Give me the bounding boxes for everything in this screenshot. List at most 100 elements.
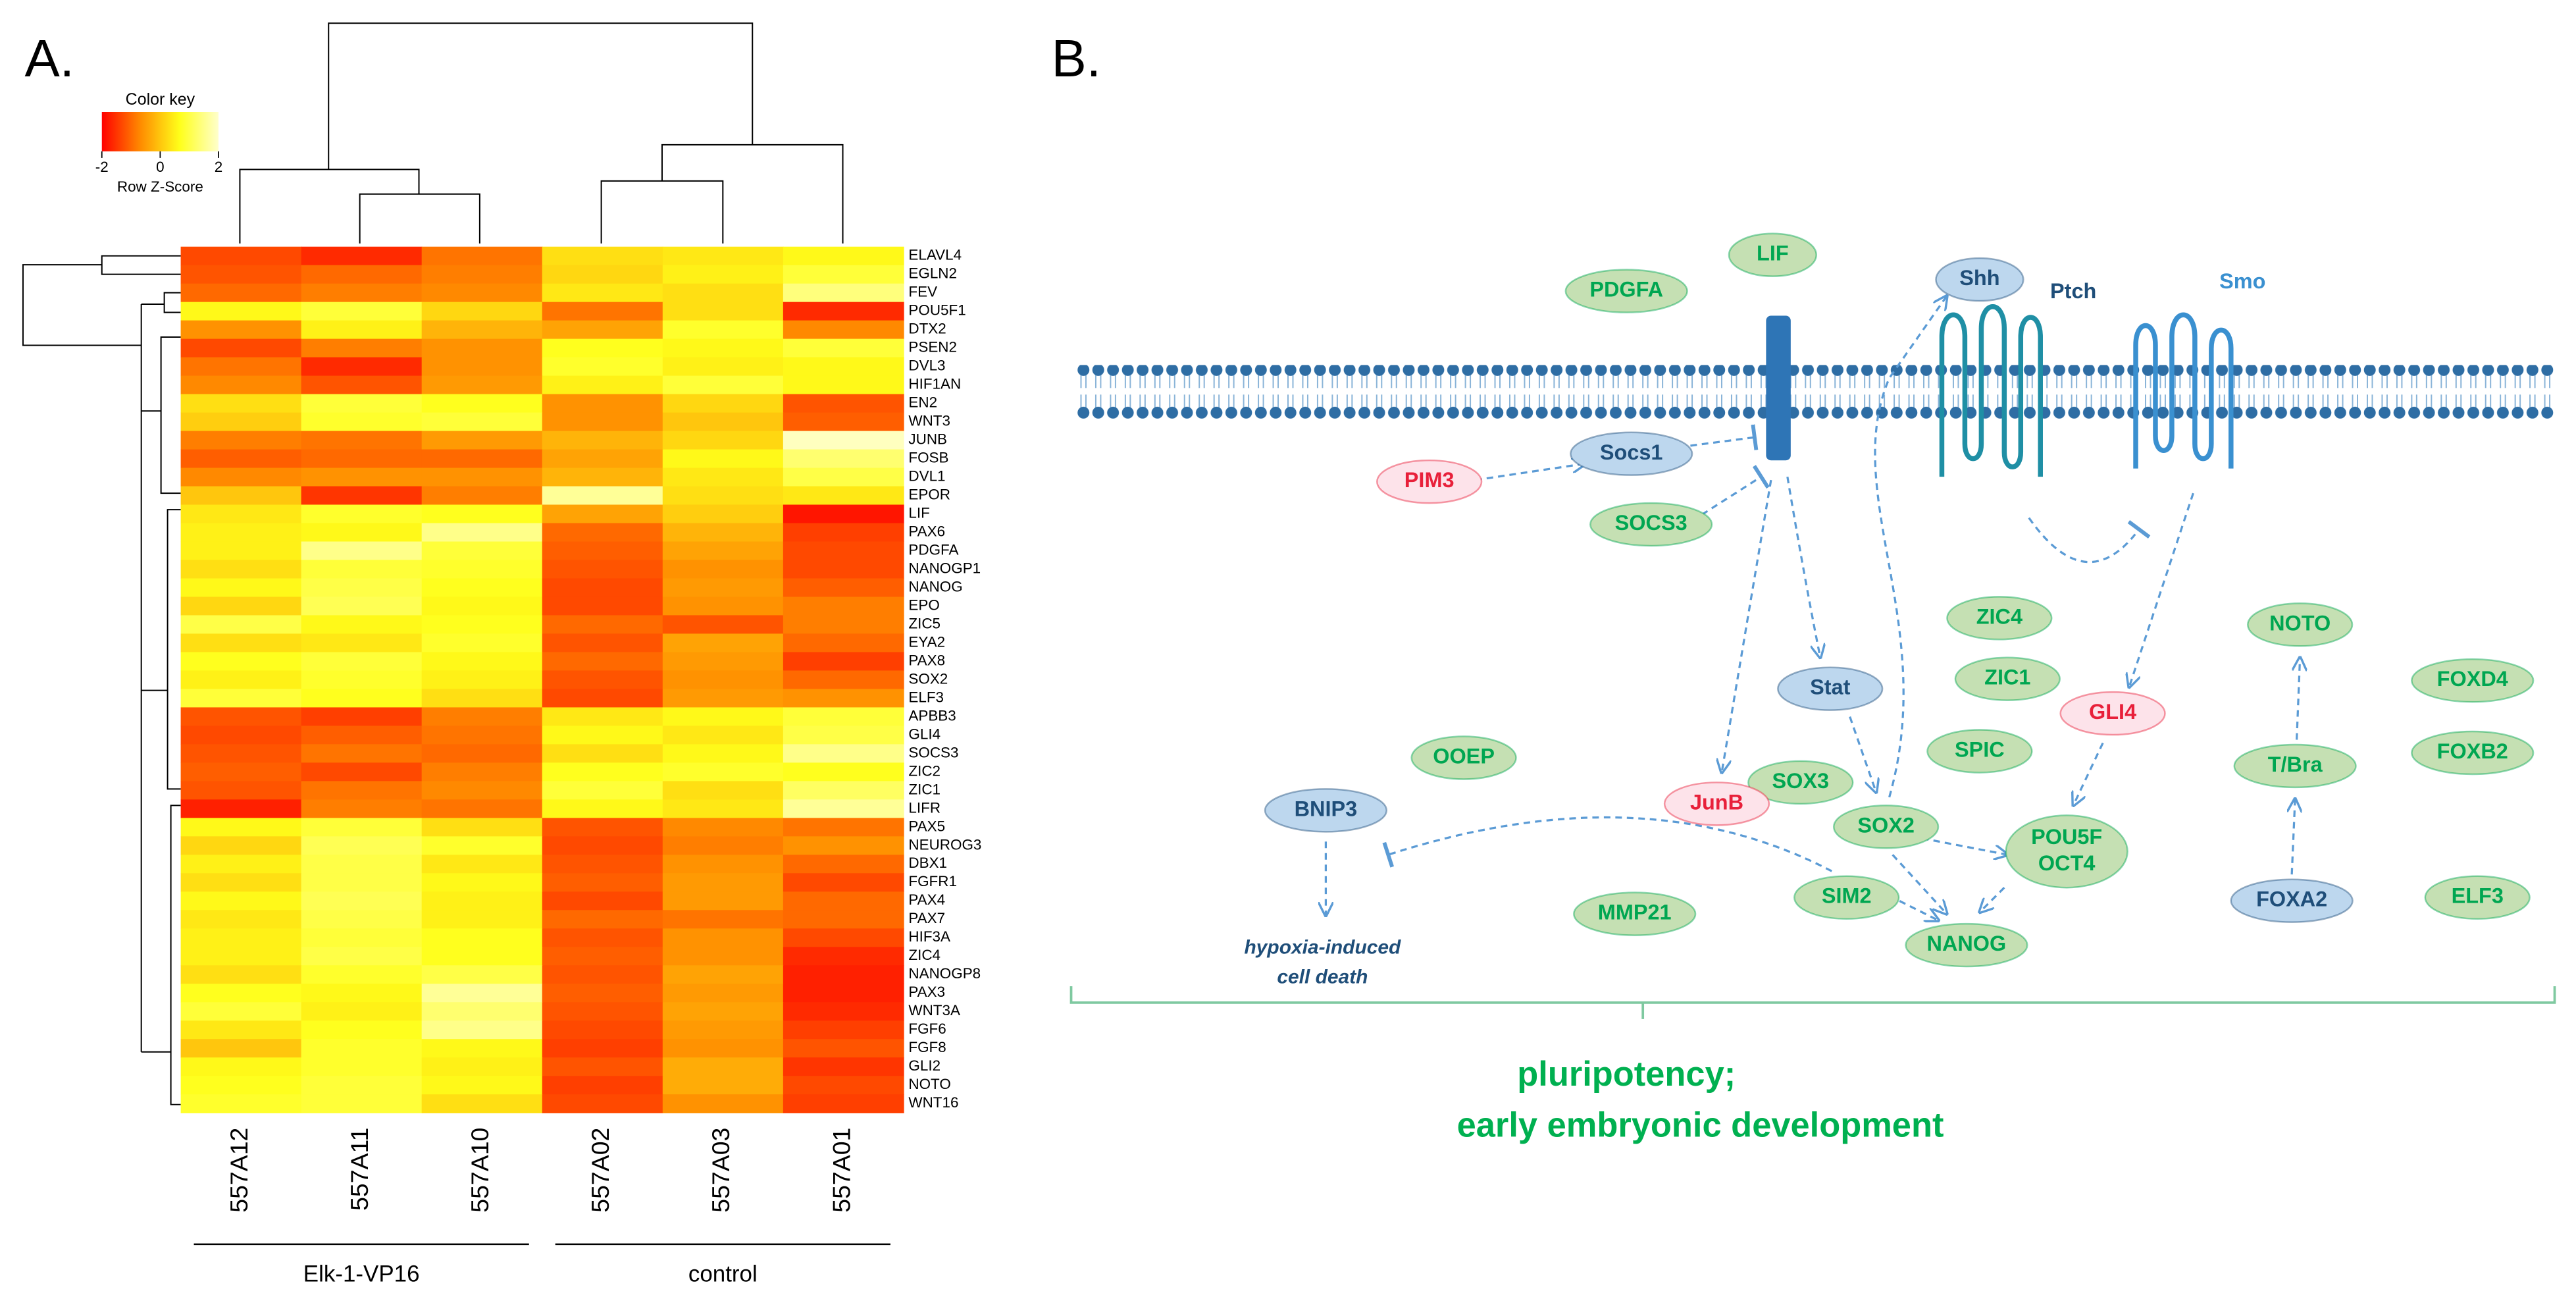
heatmap-cell [180, 1094, 302, 1113]
row-label: JUNB [908, 431, 947, 448]
gene-node [1728, 232, 1818, 277]
heatmap-cell [180, 357, 302, 377]
heatmap-cell [180, 818, 302, 837]
color-key-title: Color key [126, 90, 195, 109]
gene-label: Socs1 [1600, 440, 1663, 464]
row-label: ELF3 [908, 689, 944, 705]
gene-label: MMP21 [1598, 901, 1672, 924]
heatmap-cell [421, 1076, 543, 1095]
heatmap-cell [180, 781, 302, 801]
heatmap-cell [542, 781, 663, 801]
heatmap-cell [421, 504, 543, 524]
heatmap-cell [783, 1076, 904, 1095]
heatmap-cell [662, 910, 784, 930]
heatmap-cell [783, 818, 904, 837]
heatmap-cell [542, 947, 663, 966]
heatmap-cell [301, 928, 423, 948]
row-label: DBX1 [908, 855, 947, 871]
heatmap-cell [301, 449, 423, 469]
heatmap-cell [783, 246, 904, 266]
heatmap-cell [421, 965, 543, 984]
row-label: SOX2 [908, 670, 948, 687]
heatmap-cell [662, 1076, 784, 1095]
heatmap-cell [783, 596, 904, 616]
row-label: FGF8 [908, 1039, 946, 1055]
heatmap-cell [662, 670, 784, 690]
column-label: 557A03 [707, 1128, 734, 1213]
gene-label: SOCS3 [1615, 511, 1687, 535]
heatmap-cell [542, 578, 663, 598]
heatmap-cell [783, 615, 904, 635]
heatmap-cell [301, 744, 423, 764]
heatmap-cell [662, 338, 784, 358]
heatmap-cell [301, 689, 423, 708]
heatmap-cell [301, 560, 423, 579]
heatmap-cell [542, 633, 663, 653]
heatmap-cell [542, 320, 663, 340]
heatmap-cell [180, 891, 302, 911]
heatmap-cell [662, 928, 784, 948]
heatmap-cell [783, 523, 904, 543]
gene-node [1935, 257, 2024, 302]
row-label: APBB3 [908, 707, 956, 724]
gene-label: POU5F [2031, 825, 2102, 849]
heatmap-cell [180, 928, 302, 948]
heatmap-cell [421, 799, 543, 819]
heatmap-cell [421, 431, 543, 450]
heatmap-cell [301, 762, 423, 782]
panel-label: A. [24, 29, 74, 88]
gene-label: ELF3 [2452, 884, 2504, 908]
gene-node [1663, 781, 1770, 826]
gene-node [1410, 735, 1517, 780]
column-label: 557A02 [586, 1128, 614, 1213]
heatmap-cell [662, 984, 784, 1003]
heatmap-cell [301, 467, 423, 487]
heatmap-cell [542, 1020, 663, 1040]
row-dendrogram [22, 255, 181, 1105]
gene-node [1264, 788, 1388, 833]
heatmap-cell [542, 302, 663, 321]
heatmap-cell [301, 1057, 423, 1076]
gene-label: T/Bra [2268, 753, 2323, 776]
heatmap-cell [783, 873, 904, 893]
heatmap-cell [180, 910, 302, 930]
row-label: PAX3 [908, 984, 945, 1000]
gene-label: FOXA2 [2256, 887, 2327, 911]
heatmap-cell [542, 431, 663, 450]
heatmap-cell [301, 412, 423, 432]
heatmap-cell [180, 431, 302, 450]
heatmap-cell [421, 670, 543, 690]
heatmap-cell [542, 1076, 663, 1095]
gene-node [2233, 743, 2357, 789]
gene-label: JunB [1690, 790, 1743, 814]
heatmap-cell [783, 449, 904, 469]
heatmap-cell [180, 1002, 302, 1021]
heatmap-cell [662, 486, 784, 506]
heatmap-cell [783, 302, 904, 321]
heatmap-cell [542, 965, 663, 984]
heatmap-cell [662, 394, 784, 413]
row-label: GLI4 [908, 726, 940, 742]
heatmap-cell [542, 394, 663, 413]
heatmap-cell [180, 467, 302, 487]
gene-label: PIM3 [1404, 468, 1455, 492]
heatmap-cell [421, 596, 543, 616]
heatmap-cell [301, 1039, 423, 1058]
heatmap-cell [421, 855, 543, 874]
heatmap-cell [301, 320, 423, 340]
heatmap-cell [662, 541, 784, 561]
heatmap-cell [180, 560, 302, 579]
heatmap-cell [180, 947, 302, 966]
row-label: EGLN2 [908, 265, 957, 282]
heatmap-cell [662, 1039, 784, 1058]
heatmap-cell [542, 984, 663, 1003]
group-label: control [688, 1261, 758, 1287]
heatmap-cell [662, 633, 784, 653]
heatmap-cell [180, 670, 302, 690]
heatmap-cell [301, 818, 423, 837]
heatmap-cell [301, 836, 423, 856]
gene-node [2424, 875, 2531, 920]
heatmap-cell [783, 891, 904, 911]
heatmap-cell [180, 449, 302, 469]
heatmap-cell [783, 762, 904, 782]
